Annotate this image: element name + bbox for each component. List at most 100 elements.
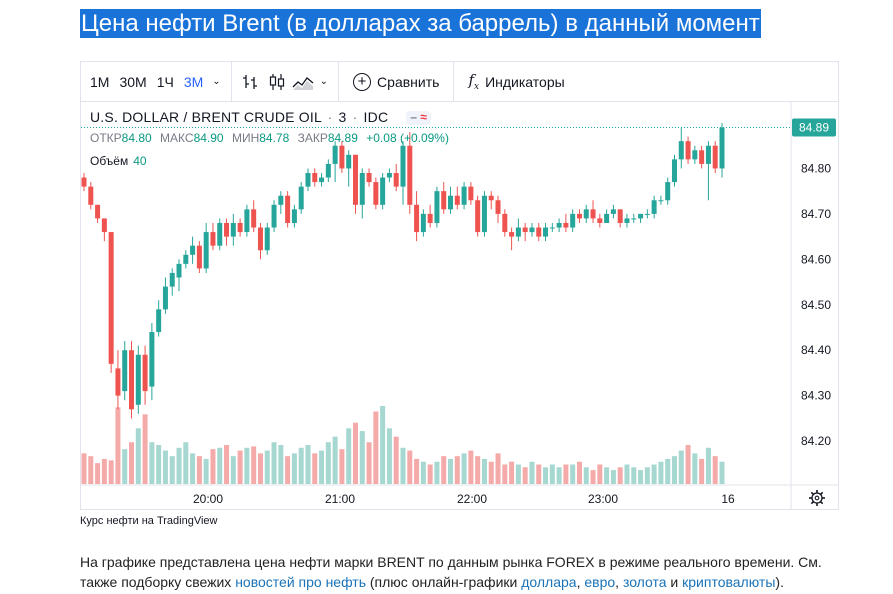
candle-body	[502, 213, 508, 233]
volume-bar	[454, 456, 460, 484]
candle-body	[590, 209, 596, 219]
candle-body	[624, 218, 630, 223]
fx-icon: fx	[468, 71, 480, 92]
timeframe-button-3m[interactable]: 3M	[183, 73, 204, 90]
chart-canvas[interactable]: 84.20 84.30 84.40 84.50 84.60 84.70 84.80 84.89…	[81, 62, 838, 509]
volume-bar	[346, 428, 352, 484]
volume-bar	[543, 467, 549, 484]
volume-bar	[278, 445, 284, 484]
volume-bar	[217, 447, 223, 484]
candle-style-icon[interactable]	[264, 67, 290, 97]
candle-body	[475, 200, 481, 233]
candle-body	[346, 154, 352, 169]
volume-bar	[156, 445, 162, 484]
indicators-button[interactable]: fx Индикаторы	[460, 71, 572, 92]
link-oil-news[interactable]: новостей про нефть	[235, 574, 366, 590]
volume-bar	[135, 428, 141, 484]
volume-bar	[298, 447, 304, 484]
candle-body	[101, 218, 107, 233]
volume-bar	[81, 453, 87, 484]
volume-bar	[271, 442, 277, 484]
candle-body	[210, 232, 216, 246]
candle-body	[434, 191, 440, 223]
volume-bar	[420, 461, 426, 484]
link-euro[interactable]: евро	[584, 574, 616, 590]
volume-bar	[712, 456, 718, 484]
chart-legend: U.S. DOLLAR / BRENT CRUDE OIL · 3 · IDC …	[90, 109, 432, 126]
timeframe-button-1m[interactable]: 1M	[90, 73, 110, 90]
candle-body	[230, 222, 236, 237]
candle-body	[149, 332, 155, 387]
candle-body	[366, 172, 372, 183]
settings-gear-icon[interactable]	[809, 490, 825, 506]
toolbar-divider	[230, 61, 232, 102]
area-style-icon[interactable]	[290, 67, 316, 97]
source-label: IDC	[363, 109, 389, 125]
legend-status-pill[interactable]: – ≈	[406, 111, 432, 126]
timeframe-button-30m[interactable]: 30M	[119, 73, 147, 90]
plus-circle-icon: +	[353, 72, 372, 91]
volume-bar	[203, 458, 209, 484]
candle-body	[671, 159, 677, 183]
volume-bar	[224, 445, 230, 484]
candle-body	[509, 232, 515, 237]
ohlc-readout: ОТКР84.80 МАКС84.90 МИН84.78 ЗАКР84.89 +…	[90, 131, 454, 145]
volume-label: Объём	[90, 154, 129, 168]
candle-body	[264, 227, 270, 251]
candle-body	[651, 200, 657, 214]
candle-body	[291, 209, 297, 223]
candle-body	[176, 263, 182, 278]
volume-bar	[393, 436, 399, 484]
volume-bar	[495, 453, 501, 484]
volume-bar	[604, 467, 610, 484]
candle-body	[461, 186, 467, 205]
price-tick-label: 84.80	[801, 161, 831, 175]
timeframe-button-1h[interactable]: 1Ч	[156, 73, 174, 90]
open-label: ОТКР	[90, 131, 122, 145]
candle-body	[129, 350, 135, 410]
volume-bar	[434, 461, 440, 484]
volume-bar	[502, 464, 508, 484]
candle-body	[339, 145, 345, 169]
toolbar-divider-3	[453, 61, 455, 102]
chart-caption[interactable]: Курс нефти на TradingView	[80, 515, 218, 527]
candle-body	[196, 245, 202, 269]
volume-bar	[576, 461, 582, 484]
link-gold[interactable]: золота	[622, 574, 667, 590]
volume-bar	[441, 456, 447, 484]
candle-body	[298, 186, 304, 210]
volume-bar	[359, 431, 365, 484]
candle-body	[305, 172, 311, 187]
volume-bar	[115, 407, 121, 484]
open-value: 84.80	[121, 131, 152, 145]
candle-body	[712, 145, 718, 169]
candle-body	[549, 227, 555, 229]
compare-label: Сравнить	[377, 73, 440, 90]
candle-body	[583, 209, 589, 219]
candle-body	[441, 191, 447, 210]
volume-bar	[196, 456, 202, 484]
compare-button[interactable]: + Сравнить	[345, 72, 447, 91]
page-heading-wrap: Цена нефти Brent (в долларах за баррель)…	[80, 9, 761, 38]
candle-body	[420, 213, 426, 233]
link-crypto[interactable]: криптовалюты	[682, 574, 776, 590]
volume-bar	[597, 464, 603, 484]
link-dollar[interactable]: доллара	[521, 574, 577, 590]
candle-body	[481, 195, 487, 233]
candle-body	[203, 232, 209, 269]
volume-bar	[624, 464, 630, 484]
chevron-down-icon-2[interactable]: ⌄	[319, 76, 329, 87]
volume-bar	[142, 414, 148, 484]
volume-bar	[183, 442, 189, 484]
volume-bar	[129, 442, 135, 484]
volume-bar	[590, 470, 596, 484]
candle-body	[95, 204, 101, 219]
chevron-down-icon[interactable]: ⌄	[212, 76, 221, 87]
close-label: ЗАКР	[297, 131, 328, 145]
volume-bar	[319, 450, 325, 484]
symbol-name[interactable]: U.S. DOLLAR / BRENT CRUDE OIL	[90, 109, 322, 125]
price-tick-label: 84.60	[801, 252, 831, 266]
bar-style-icon[interactable]	[238, 67, 264, 97]
candle-body	[529, 227, 535, 233]
time-tick-label: 21:00	[325, 492, 355, 506]
